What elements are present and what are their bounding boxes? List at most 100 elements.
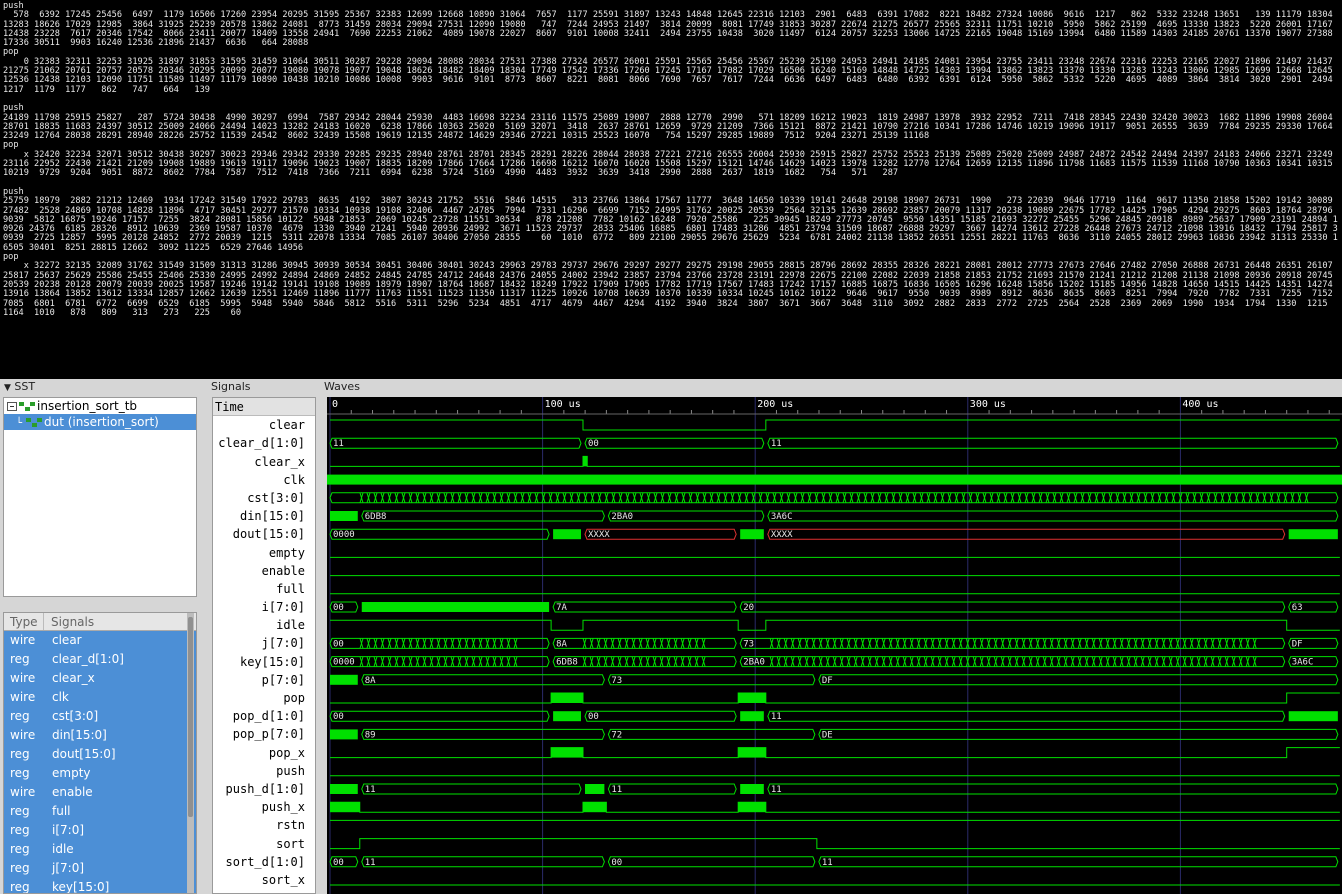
transition-mark: [1210, 656, 1215, 667]
signal-list-item[interactable]: reg full: [4, 802, 196, 821]
signal-type: wire: [10, 690, 36, 704]
signal-name-row[interactable]: i[7:0]: [261, 600, 305, 615]
signal-type-list: Type Signals wire clear reg clear_d[1:0] wir…: [3, 612, 197, 894]
signal-list-item[interactable]: wire clk: [4, 688, 196, 707]
transition-mark: [1136, 492, 1141, 503]
signal-name-row[interactable]: sort_d[1:0]: [225, 854, 305, 869]
bus-busy-fill: [740, 784, 764, 794]
signal-list-item[interactable]: wire clear: [4, 631, 196, 650]
signal-name: j[7:0]: [52, 861, 85, 875]
signal-name-row[interactable]: rstn: [276, 818, 305, 833]
signal-name-row[interactable]: enable: [261, 563, 305, 578]
transition-mark: [680, 656, 685, 667]
signal-list-item[interactable]: reg j[7:0]: [4, 859, 196, 878]
signal-list-item[interactable]: reg key[15:0]: [4, 878, 196, 893]
signal-name-row[interactable]: empty: [268, 545, 305, 560]
signal-name-row[interactable]: dout[15:0]: [232, 527, 305, 542]
signal-name-row[interactable]: p[7:0]: [261, 672, 305, 687]
bus-segment: [552, 637, 737, 649]
transition-mark: [1241, 492, 1246, 503]
transition-mark: [979, 656, 984, 667]
bus-value-label: 20: [743, 603, 754, 613]
signal-name-row[interactable]: clear_d[1:0]: [218, 436, 305, 451]
signal-name-row[interactable]: push_x: [261, 800, 305, 815]
signal-name-row[interactable]: pop: [283, 691, 305, 705]
transition-mark: [422, 656, 427, 667]
signal-name-row[interactable]: push: [276, 763, 305, 778]
signal-type: reg: [10, 823, 30, 837]
bus-value-label: 73: [743, 639, 754, 649]
terminal-values: 0 32383 32311 32253 31925 31897 31853 31…: [3, 56, 1333, 95]
signal-list-item[interactable]: wire enable: [4, 783, 196, 802]
transition-mark: [492, 656, 497, 667]
signal-name-row[interactable]: j[7:0]: [261, 636, 305, 651]
bus-value-label: 8A: [365, 676, 376, 686]
signal-name-row[interactable]: sort_x: [261, 872, 305, 887]
transition-mark: [979, 638, 984, 649]
signal-name-row[interactable]: pop_p[7:0]: [232, 727, 305, 742]
signal-list-item[interactable]: reg empty: [4, 764, 196, 783]
bus-segment: [361, 783, 582, 795]
transition-mark: [443, 492, 448, 503]
wave-p70: 8A 73 DF: [330, 674, 1339, 686]
transition-mark: [1098, 638, 1103, 649]
transition-mark: [359, 656, 364, 667]
transition-mark: [562, 492, 567, 503]
signal-name-row[interactable]: full: [276, 581, 305, 596]
transition-mark: [1098, 656, 1103, 667]
signal-list-scrollbar[interactable]: [187, 613, 194, 893]
signal-list-item[interactable]: reg i[7:0]: [4, 821, 196, 840]
transition-mark: [1203, 656, 1208, 667]
signal-list-item[interactable]: reg dout[15:0]: [4, 745, 196, 764]
transition-mark: [930, 656, 935, 667]
signal-name-row[interactable]: clk: [283, 472, 305, 487]
transition-mark: [954, 492, 959, 503]
transition-mark: [1189, 656, 1194, 667]
signal-name-row[interactable]: push_d[1:0]: [225, 781, 305, 796]
signal-name-row[interactable]: cst[3:0]: [247, 490, 305, 505]
transition-mark: [811, 656, 816, 667]
signal-name-row[interactable]: din[15:0]: [239, 509, 305, 524]
signal-name-row[interactable]: clear_x: [254, 454, 305, 469]
collapse-box-icon[interactable]: [7, 402, 17, 411]
time-ruler[interactable]: [327, 397, 1342, 414]
signal-list-item[interactable]: wire clear_x: [4, 669, 196, 688]
signal-name-row[interactable]: idle: [276, 618, 305, 633]
transition-mark: [387, 492, 392, 503]
signal-list-item[interactable]: reg cst[3:0]: [4, 707, 196, 726]
signal-list-item[interactable]: reg idle: [4, 840, 196, 859]
signal-name-row[interactable]: clear: [268, 418, 305, 433]
bus-value-label: 11: [771, 439, 782, 449]
signal-name-row[interactable]: pop_d[1:0]: [232, 709, 305, 724]
transition-mark: [624, 656, 629, 667]
signal-name-row[interactable]: sort: [276, 836, 305, 851]
tree-item-insertion-sort-tb[interactable]: insertion_sort_tb: [4, 398, 196, 414]
transition-mark: [408, 656, 413, 667]
terminal-gap: [3, 179, 1340, 188]
signal-list-item[interactable]: wire din[15:0]: [4, 726, 196, 745]
transition-mark: [1178, 492, 1183, 503]
signal-name-row[interactable]: pop_x: [268, 745, 305, 760]
signal-list-item[interactable]: reg clear_d[1:0]: [4, 650, 196, 669]
transition-mark: [723, 492, 728, 503]
bit-trace: [330, 801, 1340, 813]
signal-name-row[interactable]: key[15:0]: [239, 654, 305, 669]
tree-item-dut[interactable]: └ dut (insertion_sort): [4, 414, 196, 430]
bus-value-label: 00: [611, 858, 622, 868]
transition-mark: [709, 492, 714, 503]
waveform-canvas[interactable]: 0 100 us 200 us 300 us 400 us 11 00 11 6DB8 2BA0 3…: [327, 397, 1342, 894]
collapse-triangle-icon[interactable]: ▼: [4, 383, 11, 393]
bus-segment: [361, 728, 605, 740]
transition-mark: [1252, 656, 1257, 667]
terminal-keyword: pop: [3, 47, 19, 58]
transition-mark: [617, 638, 622, 649]
transition-mark: [408, 638, 413, 649]
transition-mark: [1255, 492, 1260, 503]
signal-type: wire: [10, 671, 36, 685]
transition-mark: [867, 638, 872, 649]
bus-segment: [361, 856, 605, 868]
transition-mark: [916, 656, 921, 667]
transition-mark: [499, 638, 504, 649]
transition-mark: [687, 656, 692, 667]
transition-mark: [673, 656, 678, 667]
